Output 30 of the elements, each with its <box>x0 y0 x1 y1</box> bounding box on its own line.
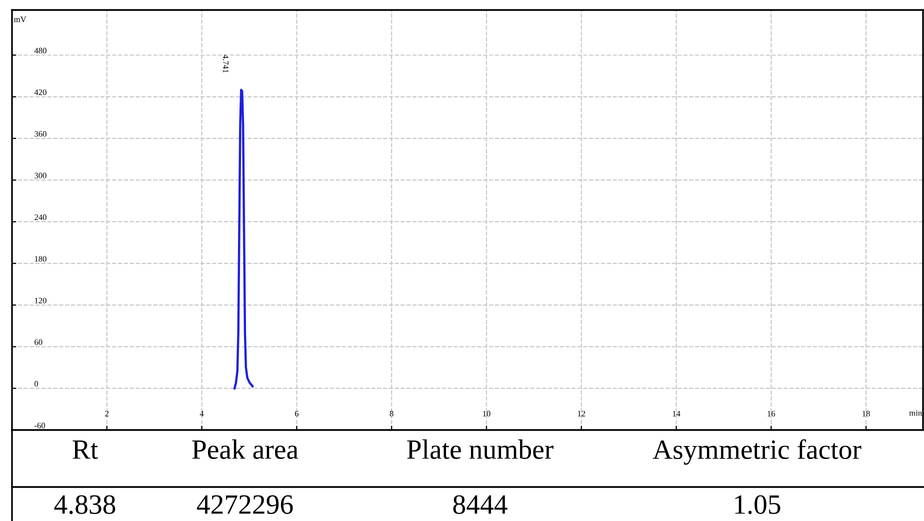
y-tick-label: 180 <box>34 256 46 262</box>
y-tick-label: 0 <box>34 381 38 387</box>
y-tick-label: 300 <box>34 172 46 178</box>
text: 4272296 <box>196 495 293 514</box>
x-tick-label: 12 <box>578 410 586 416</box>
x-tick-label: 18 <box>862 410 870 416</box>
y-tick-label: 480 <box>34 48 46 54</box>
annotation: 4.741 <box>222 54 228 73</box>
text: Asymmetric factor <box>652 439 862 465</box>
x-tick-label: 8 <box>390 410 394 416</box>
y-axis-title: mV <box>14 16 26 22</box>
text: 4.838 <box>54 495 116 514</box>
text: Peak area <box>192 439 298 459</box>
x-tick-label: 16 <box>768 410 776 416</box>
text: 1.05 <box>735 495 780 514</box>
text: Plate number <box>407 439 554 459</box>
y-tick-label: 240 <box>34 214 46 220</box>
x-tick-label: 4 <box>200 410 204 416</box>
text: 8444 <box>453 495 508 514</box>
y-tick-label: 60 <box>34 339 42 345</box>
y-tick-label: 420 <box>34 89 46 96</box>
text: Rt <box>72 440 98 459</box>
y-tick-label: 360 <box>34 131 46 137</box>
x-tick-label: 14 <box>672 410 680 416</box>
x-tick-label: 6 <box>294 410 299 416</box>
y-tick-label: 120 <box>34 298 46 304</box>
x-tick-label: 10 <box>483 410 490 416</box>
x-axis-title: min <box>909 410 922 416</box>
x-tick-label: 2 <box>105 410 109 416</box>
y-tick-label: -60 <box>34 422 46 428</box>
